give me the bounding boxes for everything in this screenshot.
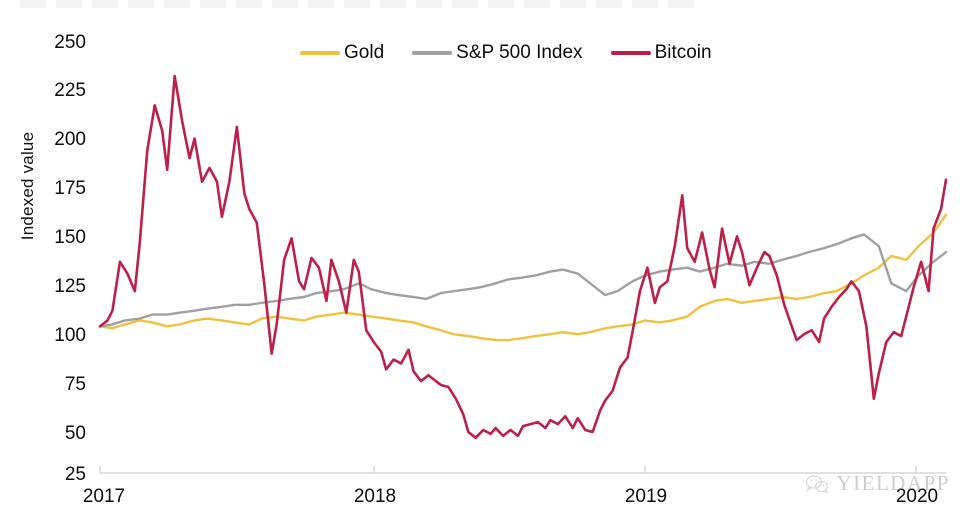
watermark-text: YIELDAPP [836, 471, 950, 495]
legend-item-gold[interactable]: Gold [300, 42, 384, 64]
legend-label-gold: Gold [344, 42, 385, 63]
y-tick-75: 75 [64, 374, 86, 395]
y-tick-250: 250 [54, 32, 86, 53]
legend-label-sp500: S&P 500 Index [456, 42, 583, 63]
series-line-gold [98, 213, 948, 342]
legend-swatch-bitcoin [610, 51, 651, 55]
y-tick-200: 200 [54, 129, 86, 150]
axis-lines [99, 466, 946, 474]
y-tick-225: 225 [54, 80, 86, 101]
watermark: YIELDAPP [805, 471, 950, 496]
x-tick-2017: 2017 [82, 486, 126, 507]
series-line-s-p-500-index [98, 233, 948, 328]
wechat-logo-icon [806, 474, 830, 494]
y-tick-50: 50 [64, 423, 86, 444]
legend-item-bitcoin[interactable]: Bitcoin [610, 42, 712, 64]
legend-item-sp500[interactable]: S&P 500 Index [412, 42, 583, 64]
x-tick-2018: 2018 [353, 486, 397, 507]
x-tick-2019: 2019 [624, 486, 668, 507]
chart-legend: Gold S&P 500 Index Bitcoin [300, 42, 712, 64]
y-tick-125: 125 [54, 276, 86, 297]
series-line-bitcoin [98, 74, 948, 440]
legend-label-bitcoin: Bitcoin [654, 42, 712, 63]
y-tick-175: 175 [54, 178, 86, 199]
y-tick-25: 25 [64, 464, 86, 485]
y-tick-100: 100 [54, 325, 86, 346]
legend-swatch-sp500 [412, 51, 453, 55]
legend-swatch-gold [300, 51, 340, 55]
y-tick-150: 150 [54, 227, 86, 248]
series-layer [98, 74, 948, 440]
cropped-title-artifact [20, 0, 700, 8]
